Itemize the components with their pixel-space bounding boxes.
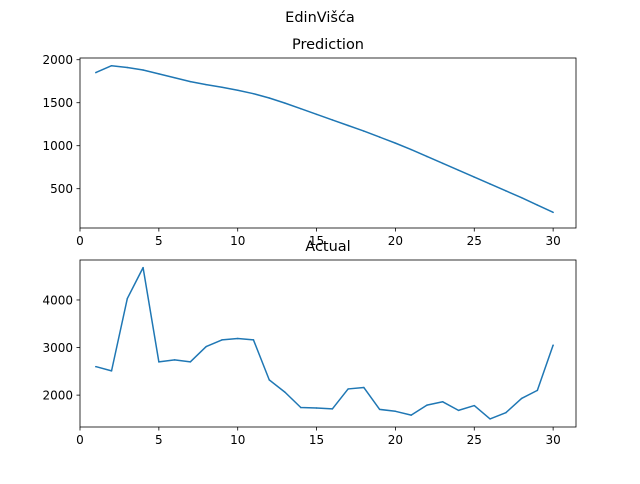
- prediction-x-tick-label: 5: [155, 234, 163, 248]
- prediction-data-point: [489, 183, 491, 185]
- actual-data-point: [142, 266, 144, 269]
- prediction-data-point: [410, 148, 412, 151]
- actual-frame: [79, 259, 577, 428]
- prediction-y-tick-label: 500: [50, 182, 73, 196]
- actual-data-point: [252, 339, 255, 341]
- prediction-data-point: [394, 142, 397, 144]
- prediction-title: Prediction: [292, 37, 364, 53]
- prediction-data-point: [363, 130, 365, 132]
- prediction-frame: [79, 57, 577, 229]
- prediction-data-point: [520, 196, 523, 199]
- actual-data-point: [268, 379, 270, 381]
- actual-x-tick-label: 15: [309, 433, 324, 447]
- actual-data-point: [173, 359, 176, 361]
- prediction-data-point: [552, 211, 554, 214]
- prediction-data-point: [236, 89, 239, 91]
- actual-x-tick-label: 0: [76, 433, 84, 447]
- prediction-data-point: [505, 190, 507, 192]
- prediction-y-tick-label: 2000: [42, 53, 73, 67]
- prediction-x-tick-label: 10: [230, 234, 245, 248]
- prediction-data-point: [142, 69, 144, 71]
- prediction-x-tick-label: 30: [545, 234, 560, 248]
- prediction-data-point: [221, 86, 223, 88]
- prediction-y-tick-label: 1500: [42, 96, 73, 110]
- actual-data-point: [189, 361, 192, 363]
- actual-data-point: [426, 404, 428, 406]
- actual-data-point: [300, 406, 302, 409]
- prediction-data-point: [268, 97, 270, 99]
- prediction-series-path: [95, 64, 554, 214]
- prediction-data-point: [426, 155, 428, 158]
- actual-data-point: [473, 404, 476, 407]
- actual-data-point: [158, 361, 160, 363]
- actual-data-point: [457, 409, 460, 412]
- actual-data-point: [552, 344, 554, 346]
- actual-data-point: [110, 370, 113, 372]
- prediction-data-point: [457, 169, 460, 171]
- actual-y-tick-label: 3000: [42, 341, 73, 355]
- actual-data-point: [95, 365, 97, 368]
- actual-data-point: [505, 411, 507, 414]
- actual-x-tick-label: 25: [467, 433, 482, 447]
- actual-x-tick-label: 5: [155, 433, 163, 447]
- prediction-data-point: [126, 66, 129, 69]
- actual-data-point: [205, 345, 207, 348]
- prediction-x-tick-label: 0: [76, 234, 84, 248]
- prediction-x-tick-label: 25: [467, 234, 482, 248]
- prediction-data-point: [284, 102, 286, 104]
- prediction-line: [95, 64, 554, 214]
- prediction-ticks: 0 5 10 15 20 25 30 500 1000 1500 2000: [42, 53, 560, 248]
- actual-data-point: [363, 386, 365, 389]
- actual-line: [95, 266, 554, 420]
- prediction-data-point: [347, 124, 349, 127]
- actual-data-point: [315, 407, 318, 409]
- actual-x-tick-label: 20: [388, 433, 403, 447]
- actual-data-point: [284, 391, 286, 394]
- prediction-data-point: [300, 107, 302, 110]
- prediction-data-point: [378, 136, 381, 138]
- prediction-data-point: [536, 204, 539, 206]
- prediction-data-point: [189, 80, 192, 83]
- prediction-axes: Prediction 0 5 10 15 20 25 30 500 1000 1500 2000: [42, 37, 577, 248]
- prediction-data-point: [173, 77, 176, 79]
- actual-title: Actual: [305, 239, 350, 255]
- actual-data-point: [536, 389, 539, 392]
- prediction-data-point: [315, 113, 318, 116]
- prediction-data-point: [473, 176, 476, 178]
- actual-data-point: [520, 397, 523, 400]
- prediction-data-point: [110, 64, 113, 67]
- actual-data-point: [394, 410, 397, 413]
- actual-data-point: [221, 339, 223, 341]
- actual-data-point: [347, 388, 349, 390]
- prediction-data-point: [252, 92, 255, 95]
- actual-series-path: [95, 266, 554, 420]
- prediction-x-tick-label: 15: [309, 234, 324, 248]
- prediction-x-tick-label: 20: [388, 234, 403, 248]
- actual-y-tick-label: 4000: [42, 293, 73, 307]
- prediction-data-point: [95, 71, 97, 74]
- actual-y-tick-label: 2000: [42, 389, 73, 403]
- actual-x-tick-label: 30: [545, 433, 560, 447]
- actual-x-tick-label: 10: [230, 433, 245, 447]
- prediction-data-point: [441, 162, 444, 165]
- actual-data-point: [410, 414, 412, 416]
- actual-data-point: [489, 418, 491, 420]
- prediction-y-tick-label: 1000: [42, 139, 73, 153]
- actual-data-point: [378, 408, 381, 411]
- actual-data-point: [126, 297, 129, 300]
- actual-data-point: [441, 401, 444, 403]
- prediction-data-point: [205, 83, 207, 86]
- prediction-data-point: [158, 73, 160, 75]
- actual-axes: 0 5 10 15 20 25 30 2000 3000 4000 Actual: [42, 239, 577, 447]
- actual-ticks: 0 5 10 15 20 25 30 2000 3000 4000: [42, 293, 560, 447]
- figure-suptitle: EdinVišća: [285, 10, 355, 26]
- actual-data-point: [236, 337, 239, 340]
- actual-data-point: [331, 408, 334, 410]
- prediction-data-point: [331, 119, 334, 121]
